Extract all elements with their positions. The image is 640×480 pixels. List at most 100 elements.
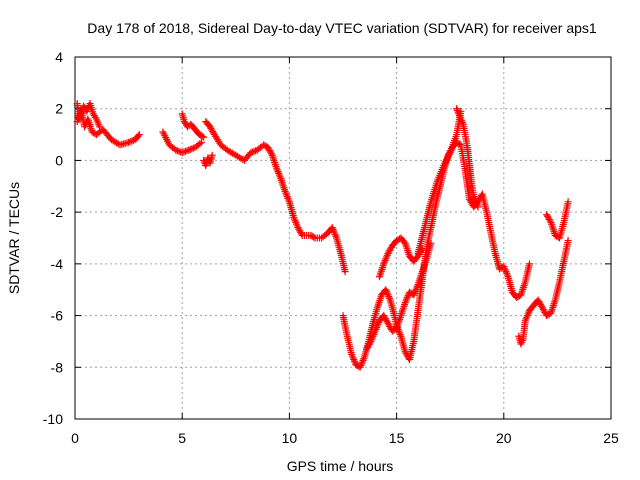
data-point: [524, 310, 532, 318]
data-point: [350, 357, 358, 365]
data-point: [401, 348, 409, 356]
y-tick-label: -4: [51, 256, 64, 272]
data-point: [383, 287, 391, 295]
data-point: [523, 312, 531, 320]
chart-title: Day 178 of 2018, Sidereal Day-to-day VTE…: [87, 20, 597, 36]
data-point: [396, 331, 404, 339]
data-point: [518, 337, 526, 345]
data-point: [473, 200, 481, 208]
data-point: [266, 147, 274, 155]
x-tick-label: 10: [282, 430, 298, 446]
x-tick-label: 5: [178, 430, 186, 446]
data-point: [185, 146, 193, 154]
data-point: [377, 269, 385, 277]
data-point: [125, 138, 133, 146]
series-arc-1: [73, 100, 143, 149]
data-point: [247, 149, 255, 157]
data-point: [173, 147, 181, 155]
data-point: [544, 212, 552, 220]
data-point: [403, 245, 411, 253]
data-point: [380, 312, 388, 320]
data-point: [370, 331, 378, 339]
data-point: [522, 315, 530, 323]
data-point: [410, 291, 418, 299]
plot-frame: [74, 56, 612, 420]
data-point: [279, 180, 287, 188]
data-point: [279, 182, 287, 190]
data-point: [368, 336, 376, 344]
data-point: [183, 147, 191, 155]
data-point: [293, 220, 301, 228]
data-point: [292, 218, 300, 226]
data-point: [383, 253, 391, 261]
data-point: [382, 286, 390, 294]
data-point: [536, 299, 544, 307]
data-point: [374, 302, 382, 310]
data-point: [276, 173, 284, 181]
axis-ticks: [74, 56, 612, 420]
data-point: [270, 157, 278, 165]
data-point: [368, 334, 376, 342]
data-point: [341, 268, 349, 276]
data-point: [564, 198, 572, 206]
x-tick-label: 20: [496, 430, 512, 446]
data-point: [283, 193, 291, 201]
data-point: [281, 187, 289, 195]
data-point: [376, 296, 384, 304]
data-point: [196, 140, 204, 148]
data-point: [403, 293, 411, 301]
data-point: [375, 273, 383, 281]
series-arc-11: [453, 105, 482, 211]
data-point: [549, 226, 557, 234]
data-point: [348, 350, 356, 358]
data-point: [267, 150, 275, 158]
data-point: [398, 308, 406, 316]
data-point: [564, 237, 572, 245]
y-tick-label: 0: [55, 152, 63, 168]
data-point: [348, 352, 356, 360]
data-point: [350, 356, 358, 364]
series-arc-5: [200, 151, 216, 170]
data-point: [363, 345, 371, 353]
data-point: [535, 298, 543, 306]
data-point: [180, 148, 188, 156]
data-point: [521, 317, 529, 325]
data-point: [550, 300, 558, 308]
data-point: [373, 324, 381, 332]
data-point: [399, 304, 407, 312]
data-point: [208, 126, 216, 134]
data-point: [96, 123, 104, 131]
data-point: [360, 355, 368, 363]
data-point: [403, 295, 411, 303]
data-point: [458, 119, 466, 127]
data-point: [357, 362, 365, 370]
data-point: [470, 194, 478, 202]
data-point: [381, 315, 389, 323]
data-point: [373, 322, 381, 330]
data-point: [427, 239, 435, 247]
data-point: [372, 325, 380, 333]
x-tick-label: 0: [71, 430, 79, 446]
data-point: [134, 132, 142, 140]
data-point: [502, 268, 510, 276]
data-point: [188, 145, 196, 153]
data-point: [503, 269, 511, 277]
data-point: [328, 224, 336, 232]
data-point: [349, 354, 357, 362]
data-point: [500, 262, 508, 270]
data-point: [365, 341, 373, 349]
data-point: [412, 286, 420, 294]
data-point: [283, 191, 291, 199]
data-point: [518, 338, 526, 346]
data-points: [73, 100, 572, 371]
series-arc-12: [515, 237, 572, 348]
x-tick-label: 15: [389, 430, 405, 446]
data-point: [291, 217, 299, 225]
series-arc-3: [159, 128, 205, 157]
data-point: [385, 294, 393, 302]
data-point: [413, 282, 421, 290]
data-point: [398, 310, 406, 318]
data-point: [453, 106, 461, 114]
data-point: [384, 319, 392, 327]
data-point: [538, 304, 546, 312]
